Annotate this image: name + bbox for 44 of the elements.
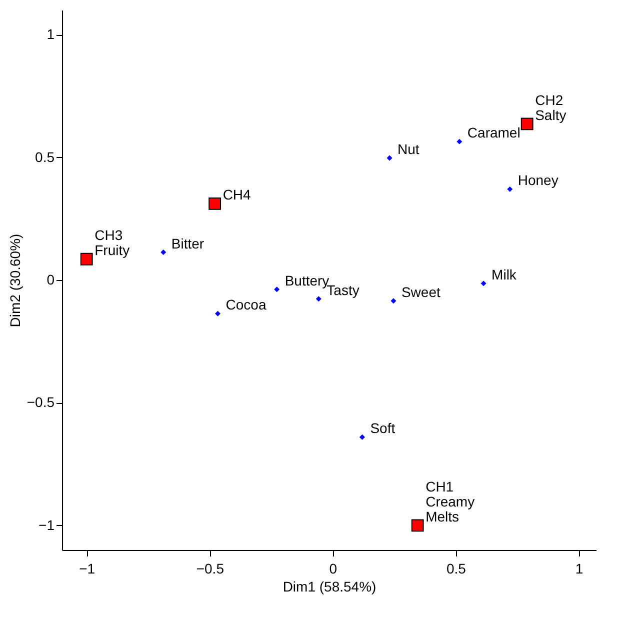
point bbox=[520, 118, 534, 130]
y-tick-label: 0.5 bbox=[35, 148, 55, 165]
point bbox=[316, 296, 322, 302]
annotation: Tasty bbox=[326, 282, 360, 298]
x-tick-label: 1 bbox=[575, 560, 584, 576]
x-tick-label: −0.5 bbox=[196, 560, 224, 576]
point bbox=[80, 252, 93, 266]
point bbox=[480, 280, 486, 286]
y-tick-label: 1 bbox=[46, 26, 55, 42]
point bbox=[359, 434, 365, 440]
annotation: CH3 bbox=[94, 227, 123, 244]
annotation: Nut bbox=[398, 141, 420, 158]
point bbox=[160, 250, 166, 256]
x-tick-label: 0 bbox=[329, 560, 338, 576]
x-axis-title: Dim1 (58.54%) bbox=[282, 578, 376, 594]
y-tick-label: 0 bbox=[46, 272, 55, 288]
annotation: Cocoa bbox=[226, 296, 266, 313]
annotation: CH1 bbox=[426, 478, 454, 494]
point bbox=[507, 186, 513, 192]
point bbox=[215, 310, 221, 316]
annotation: Sweet bbox=[401, 284, 440, 300]
annotation: Buttery bbox=[284, 272, 330, 288]
y-axis-title: Dim2 (30.60%) bbox=[6, 234, 23, 328]
annotation: Melts bbox=[426, 508, 460, 524]
annotation: Bitter bbox=[171, 235, 204, 252]
x-tick-label: 0.5 bbox=[446, 560, 466, 576]
annotation: CH2 bbox=[535, 92, 564, 108]
point bbox=[386, 155, 392, 161]
annotation: Fruity bbox=[94, 242, 130, 258]
point bbox=[456, 138, 462, 144]
annotation: Creamy bbox=[426, 493, 475, 510]
annotation: CH4 bbox=[222, 186, 252, 203]
point bbox=[208, 197, 222, 210]
y-tick-label: −0.5 bbox=[26, 394, 55, 410]
y-tick-label: −1 bbox=[38, 516, 55, 533]
point bbox=[274, 286, 280, 292]
annotation: Soft bbox=[370, 420, 396, 436]
point bbox=[390, 298, 396, 304]
annotation: Milk bbox=[492, 266, 518, 282]
annotation: Caramel bbox=[467, 124, 520, 141]
annotation: Salty bbox=[535, 106, 566, 123]
annotation: Honey bbox=[518, 172, 558, 188]
x-tick-label: −1 bbox=[79, 560, 96, 576]
point bbox=[411, 519, 424, 532]
